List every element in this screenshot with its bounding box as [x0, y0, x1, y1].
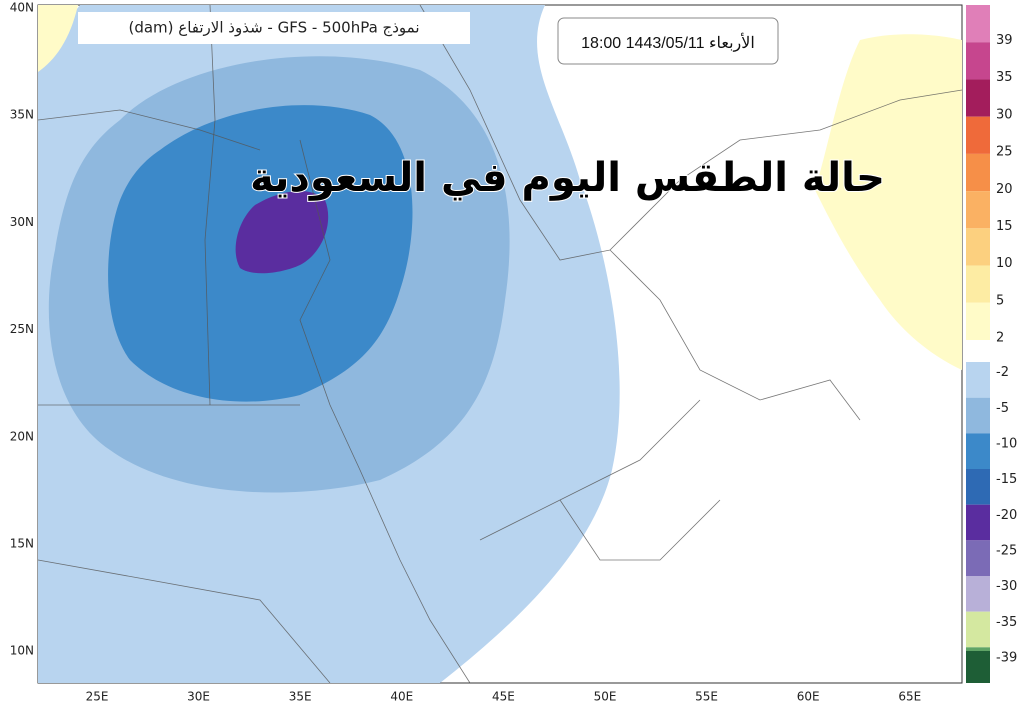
- legend-swatch: [966, 116, 990, 154]
- legend-label: -5: [996, 401, 1009, 416]
- legend-swatch: [966, 42, 990, 80]
- longitude-label: 45E: [492, 690, 515, 704]
- longitude-label: 40E: [390, 690, 413, 704]
- legend-label: 30: [996, 107, 1013, 122]
- legend-label: 20: [996, 182, 1013, 197]
- legend-swatch: [966, 191, 990, 229]
- legend-swatch: [966, 228, 990, 266]
- legend-swatch: [966, 433, 990, 469]
- legend-label: 2: [996, 331, 1004, 346]
- legend-swatch: [966, 504, 990, 541]
- legend-swatch: [966, 302, 990, 340]
- legend-label: 5: [996, 293, 1004, 308]
- axes: 40N 35N 30N 25N 20N 15N 10N 25E 30E 35E 40E 45E 50E 5…: [10, 1, 921, 704]
- legend-label: -2: [996, 365, 1009, 380]
- longitude-label: 50E: [594, 690, 617, 704]
- legend-label: -39: [996, 651, 1017, 666]
- anomaly-area-core: [235, 190, 329, 274]
- border-line: [37, 109, 331, 684]
- anomaly-area-positive: [38, 5, 78, 72]
- latitude-label: 10N: [10, 644, 34, 658]
- legend-label: 35: [996, 70, 1013, 85]
- border-line: [204, 4, 471, 684]
- legend-label: -10: [996, 437, 1017, 452]
- latitude-label: 40N: [10, 1, 34, 15]
- longitude-label: 65E: [898, 690, 921, 704]
- legend-label: -35: [996, 615, 1017, 630]
- legend-label: 25: [996, 145, 1013, 160]
- longitude-label: 25E: [86, 690, 109, 704]
- timestamp-box: الأربعاء 1443/05/11 18:00: [557, 17, 779, 65]
- longitude-label: 60E: [797, 690, 820, 704]
- legend-swatch: [966, 611, 990, 648]
- legend-swatch: [966, 397, 990, 434]
- longitude-label: 55E: [695, 690, 718, 704]
- latitude-label: 35N: [10, 108, 34, 122]
- legend-swatch: [966, 576, 990, 612]
- headline: حالة الطقس اليوم في السعودية: [250, 155, 885, 201]
- legend-swatch: [966, 651, 990, 683]
- longitude-label: 30E: [187, 690, 210, 704]
- legend-swatch: [966, 79, 990, 117]
- border-line: [479, 399, 721, 561]
- legend-label: -20: [996, 508, 1017, 523]
- legend-swatch: [966, 362, 990, 398]
- legend: 39 35 30 25 20 15 10 5 2 -2 -5 -10 -15 -20 -25 -30 -35 -3…: [966, 5, 1017, 683]
- timestamp-background: [557, 17, 779, 65]
- latitude-label: 15N: [10, 537, 34, 551]
- legend-swatch: [966, 469, 990, 505]
- latitude-label: 20N: [10, 429, 34, 443]
- legend-label: 15: [996, 219, 1013, 234]
- legend-label: -25: [996, 544, 1017, 559]
- legend-swatch: [966, 5, 990, 43]
- map-title: نموذج GFS - 500hPa - شذوذ الارتفاع (dam): [128, 19, 419, 38]
- legend-label: -30: [996, 579, 1017, 594]
- legend-label: -15: [996, 472, 1017, 487]
- legend-label: 10: [996, 256, 1013, 271]
- legend-label: 39: [996, 33, 1013, 48]
- map: [37, 4, 963, 684]
- header-background: [78, 12, 470, 44]
- legend-swatch: [966, 265, 990, 303]
- timestamp: الأربعاء 1443/05/11 18:00: [581, 33, 755, 52]
- legend-swatch: [966, 540, 990, 576]
- latitude-label: 25N: [10, 322, 34, 336]
- header-box: نموذج GFS - 500hPa - شذوذ الارتفاع (dam): [78, 12, 470, 44]
- legend-swatch: [966, 153, 990, 192]
- border-line: [419, 4, 963, 421]
- latitude-label: 30N: [10, 215, 34, 229]
- longitude-label: 35E: [289, 690, 312, 704]
